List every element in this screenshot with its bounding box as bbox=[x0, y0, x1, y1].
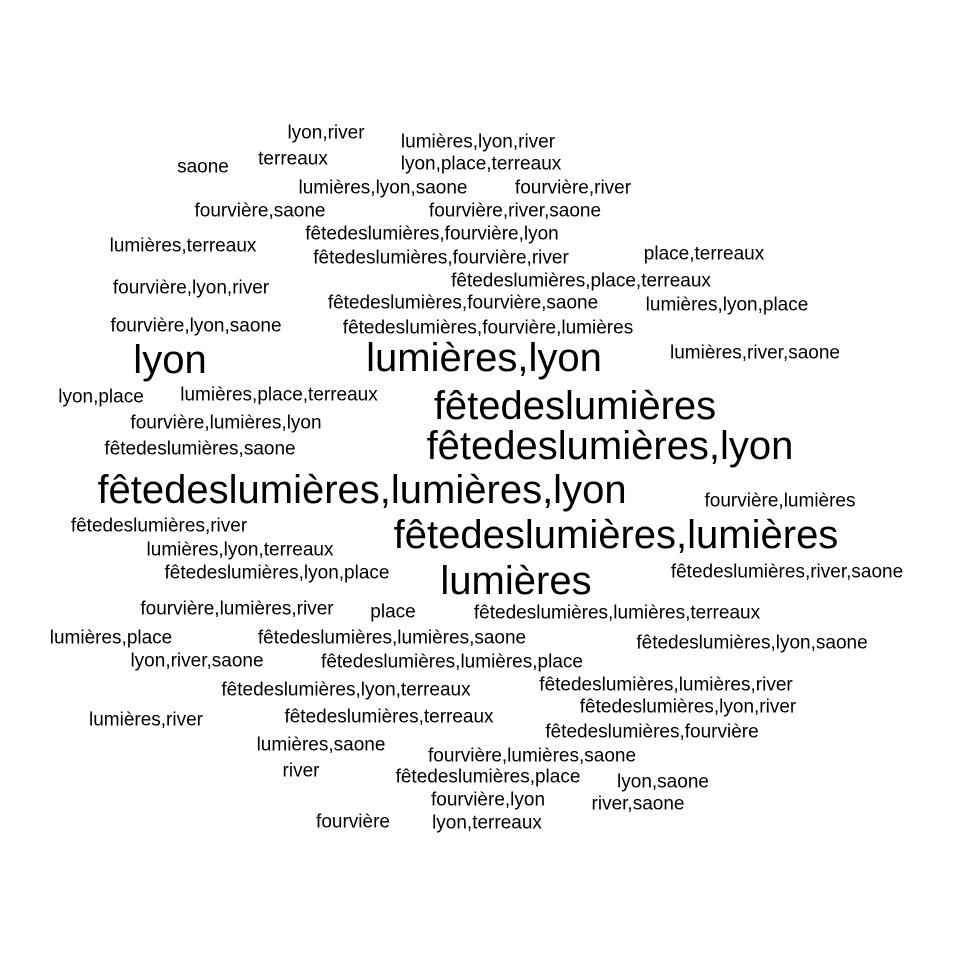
word-cloud-term: lumières,lyon,saone bbox=[298, 177, 468, 199]
word-cloud-term: lyon,place bbox=[58, 386, 144, 408]
word-cloud-term: fourvière,river,saone bbox=[428, 200, 602, 222]
word-cloud-term: fêtedeslumières,river bbox=[70, 515, 248, 537]
word-cloud-term: lumières,river bbox=[88, 709, 204, 731]
word-cloud-term: place,terreaux bbox=[643, 243, 765, 265]
word-cloud-term: fêtedeslumières,lyon,place bbox=[164, 562, 390, 584]
word-cloud-term: river bbox=[282, 760, 320, 782]
word-cloud-term: fourvière,lumières bbox=[704, 490, 856, 512]
word-cloud-term: fêtedeslumières,terreaux bbox=[284, 706, 494, 728]
word-cloud-term: fêtedeslumières,lyon,river bbox=[579, 696, 797, 718]
word-cloud-term: fêtedeslumières,lumières,saone bbox=[257, 627, 527, 649]
word-cloud-term: lumières,saone bbox=[256, 734, 386, 756]
word-cloud-term: fêtedeslumières,lumières,terreaux bbox=[473, 602, 761, 624]
word-cloud-term: lumières,lyon,place bbox=[645, 294, 809, 316]
word-cloud-term: lyon,saone bbox=[617, 771, 709, 793]
word-cloud-term: lyon,river bbox=[287, 122, 365, 144]
word-cloud-term: fourvière,saone bbox=[194, 200, 326, 222]
word-cloud-term: fourvière bbox=[316, 811, 390, 833]
word-cloud-term: fêtedeslumières,fourvière,saone bbox=[327, 292, 599, 314]
word-cloud-term: fêtedeslumières,lumières bbox=[393, 513, 839, 557]
word-cloud-term: fêtedeslumières,saone bbox=[104, 438, 296, 460]
word-cloud-term: fourvière,lumières,river bbox=[140, 598, 334, 620]
word-cloud-term: fêtedeslumières,fourvière,lumières bbox=[342, 317, 634, 339]
word-cloud-term: lyon,river,saone bbox=[130, 650, 264, 672]
word-cloud-term: fêtedeslumières,place,terreaux bbox=[451, 270, 711, 292]
word-cloud-term: fourvière,river bbox=[514, 177, 632, 199]
word-cloud-term: fêtedeslumières,lyon,saone bbox=[636, 632, 868, 654]
word-cloud-term: fourvière,lyon,saone bbox=[110, 315, 282, 337]
word-cloud-term: lumières,river,saone bbox=[669, 342, 841, 364]
word-cloud-term: lyon,place,terreaux bbox=[400, 153, 562, 175]
word-cloud-term: river,saone bbox=[591, 793, 685, 815]
word-cloud-term: fêtedeslumières,fourvière,lyon bbox=[305, 223, 559, 245]
word-cloud-term: lumières,lyon,terreaux bbox=[146, 539, 334, 561]
word-cloud-term: lumières,lyon,river bbox=[400, 131, 556, 153]
word-cloud-term: fêtedeslumières,river,saone bbox=[670, 561, 904, 583]
word-cloud-term: terreaux bbox=[258, 148, 328, 170]
word-cloud-term: fourvière,lumières,lyon bbox=[130, 412, 322, 434]
word-cloud-term: fêtedeslumières,lyon,terreaux bbox=[221, 679, 471, 701]
word-cloud-term: fêtedeslumières,lumières,place bbox=[321, 651, 583, 673]
word-cloud-term: lumières,place,terreaux bbox=[180, 384, 378, 406]
word-cloud-term: lumières,lyon bbox=[366, 336, 602, 380]
word-cloud-term: lyon,terreaux bbox=[432, 812, 542, 834]
word-cloud-term: fourvière,lyon bbox=[430, 789, 546, 811]
word-cloud-term: fourvière,lumières,saone bbox=[427, 745, 637, 767]
word-cloud-term: lumières,terreaux bbox=[109, 235, 257, 257]
word-cloud-term: lyon bbox=[133, 338, 207, 382]
word-cloud-term: lumières bbox=[440, 559, 592, 603]
word-cloud-term: fêtedeslumières,lumières,lyon bbox=[97, 468, 627, 512]
word-cloud-term: fêtedeslumières bbox=[433, 384, 717, 428]
word-cloud-term: fêtedeslumières,place bbox=[395, 766, 581, 788]
word-cloud-term: fourvière,lyon,river bbox=[112, 277, 270, 299]
word-cloud-term: lumières,place bbox=[49, 627, 173, 649]
word-cloud-term: fêtedeslumières,fourvière,river bbox=[313, 247, 569, 269]
word-cloud-term: fêtedeslumières,lyon bbox=[426, 424, 794, 468]
word-cloud-term: place bbox=[370, 601, 416, 623]
word-cloud-term: saone bbox=[177, 156, 229, 178]
word-cloud-term: fêtedeslumières,lumières,river bbox=[539, 674, 793, 696]
word-cloud-term: fêtedeslumières,fourvière bbox=[545, 721, 759, 743]
